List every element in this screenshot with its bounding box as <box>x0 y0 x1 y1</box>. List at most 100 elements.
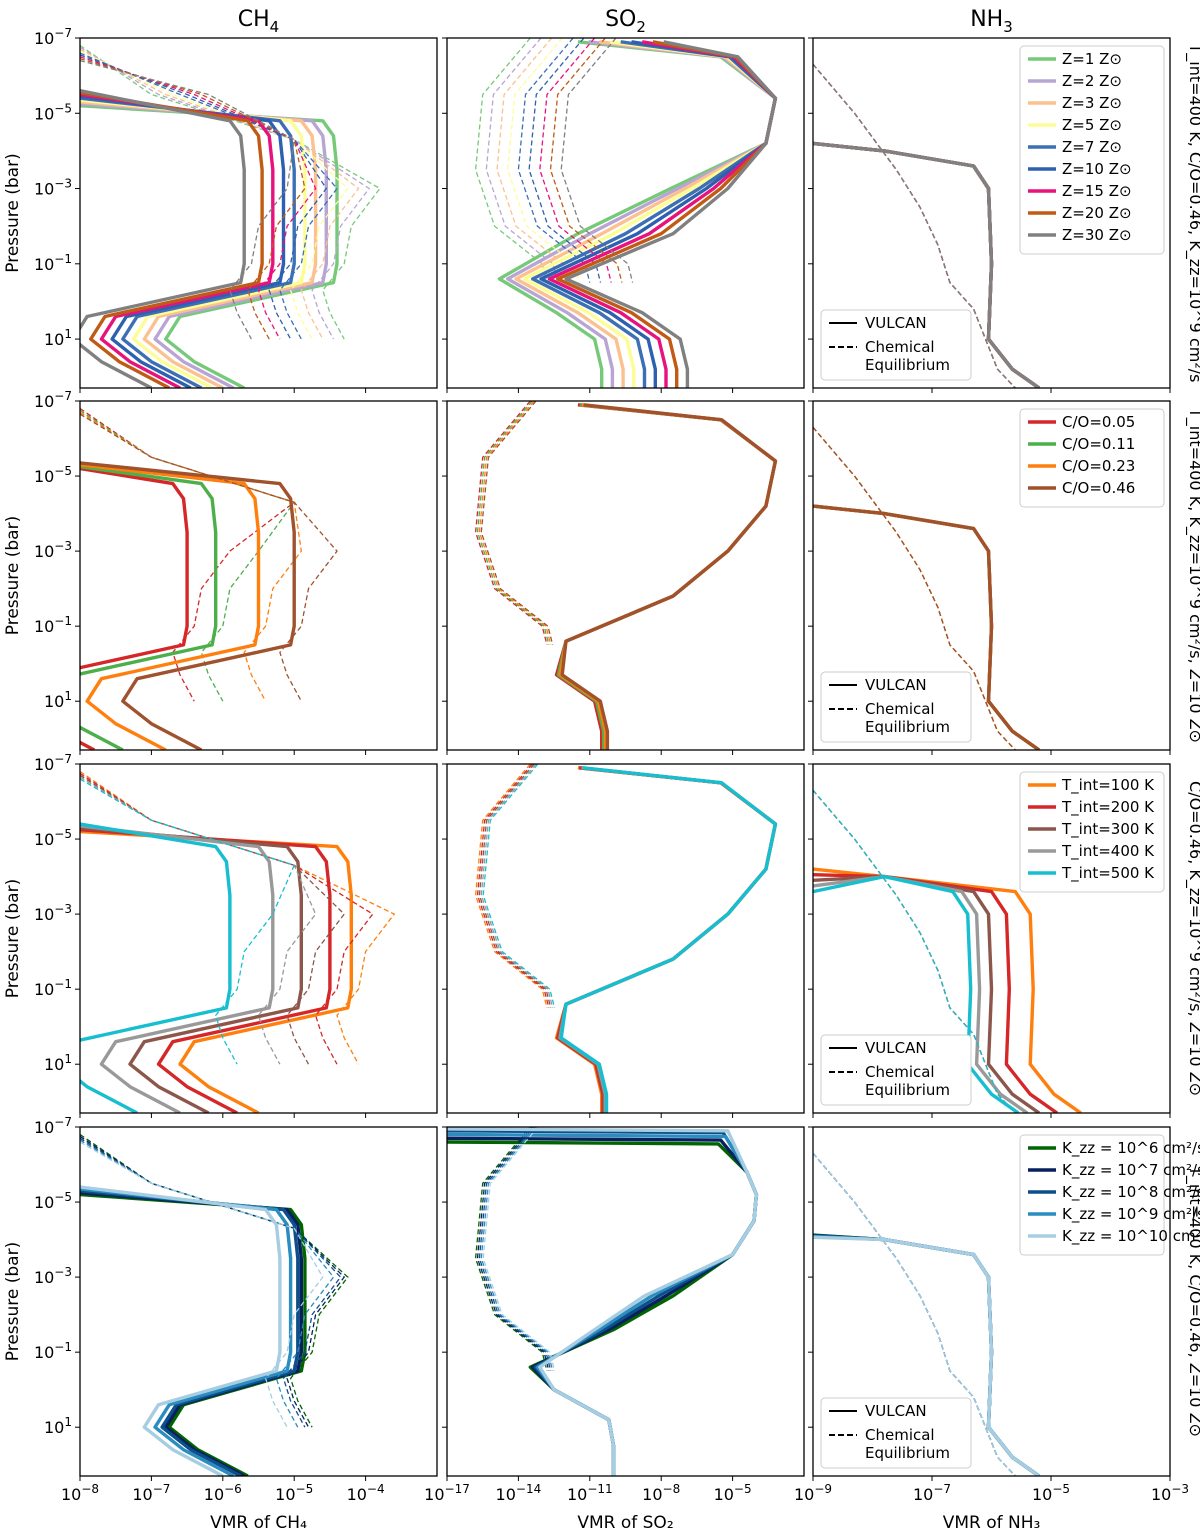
vulcan-line-K_zz = 10^6 cm²/s <box>447 1140 759 1476</box>
eq-line-K_zz = 10^6 cm²/s <box>474 1127 548 1372</box>
panel <box>808 400 1171 755</box>
eq-line-T_int=500 K <box>482 764 556 1009</box>
panel: 10−7 10−5 10−3 10−1 101 10−8 10−7 10−6 10−5 10−4 <box>34 1115 438 1504</box>
eq-line-K_zz = 10^10 cm²/s <box>482 1127 556 1372</box>
series-legend: T_int=100 K T_int=200 K T_int=300 K T_int=4… <box>1019 771 1165 893</box>
x-tick-label: 10−11 <box>567 1482 613 1504</box>
vulcan-line-Z=3 Z⊙ <box>80 100 318 388</box>
eq-line-Z=30 Z⊙ <box>560 38 634 283</box>
legend-entry: T_int=100 K <box>1061 776 1155 795</box>
vulcan-line-C/O=0.46 <box>813 504 1041 750</box>
y-tick-label: 10−1 <box>34 614 72 636</box>
style-legend-label: Chemical <box>865 1426 935 1444</box>
legend-entry: K_zz = 10^9 cm²/s <box>1062 1205 1200 1224</box>
panel <box>808 763 1171 1118</box>
legend-entry: C/O=0.46 <box>1062 479 1135 497</box>
x-tick-label: 10−9 <box>794 1482 832 1504</box>
eq-line-Z=30 Z⊙ <box>813 63 1016 388</box>
eq-line-K_zz = 10^8 cm²/s <box>478 1127 552 1372</box>
style-legend-label: VULCAN <box>865 1039 927 1057</box>
eq-line-Z=5 Z⊙ <box>80 50 349 340</box>
y-axis-label: Pressure (bar) <box>3 516 23 635</box>
axes-frame <box>79 37 438 389</box>
eq-line-T_int=400 K <box>480 764 554 1009</box>
x-tick-label: 10−17 <box>424 1482 470 1504</box>
x-tick-label: 10−3 <box>1151 1482 1189 1504</box>
eq-line-T_int=500 K <box>813 789 1016 1113</box>
series-group <box>813 63 1041 388</box>
vulcan-line-Z=30 Z⊙ <box>564 40 778 388</box>
legend-box <box>1019 1134 1165 1256</box>
vulcan-line-C/O=0.05 <box>80 466 189 750</box>
legend-entry: Z=15 Z⊙ <box>1062 182 1132 200</box>
series-group <box>813 789 1082 1113</box>
vulcan-line-Z=7 Z⊙ <box>80 96 296 388</box>
axes-frame <box>446 400 805 751</box>
axes-frame <box>446 763 805 1114</box>
panel <box>808 37 1171 393</box>
vulcan-line-Z=20 Z⊙ <box>80 90 264 388</box>
y-tick-label: 101 <box>44 327 72 349</box>
style-legend-label: Equilibrium <box>865 356 950 374</box>
vulcan-line-K_zz = 10^10 cm²/s <box>813 1235 1041 1476</box>
y-tick-label: 10−7 <box>34 752 72 774</box>
eq-line-Z=2 Z⊙ <box>485 38 559 283</box>
style-legend-label: Chemical <box>865 338 935 356</box>
vulcan-line-Z=1 Z⊙ <box>80 104 339 388</box>
vulcan-line-C/O=0.46 <box>560 403 778 750</box>
series-group <box>80 407 338 750</box>
y-tick-label: 101 <box>44 1415 72 1437</box>
style-legend-label: VULCAN <box>865 676 927 694</box>
eq-line-C/O=0.46 <box>813 426 1016 750</box>
legend-entry: Z=20 Z⊙ <box>1062 204 1132 222</box>
eq-line-K_zz = 10^10 cm²/s <box>80 1141 324 1428</box>
eq-line-Z=3 Z⊙ <box>80 48 360 340</box>
legend-entry: T_int=300 K <box>1061 820 1155 839</box>
eq-line-Z=1 Z⊙ <box>80 44 381 340</box>
vulcan-line-K_zz = 10^9 cm²/s <box>80 1187 293 1476</box>
vulcan-line-T_int=300 K <box>80 826 303 1113</box>
row-label: C/O=0.46, K_zz=10^9 cm²/s, Z=10 Z⊙ <box>1185 781 1200 1096</box>
y-tick-label: 10−5 <box>34 101 72 123</box>
y-axis-label: Pressure (bar) <box>3 879 23 998</box>
series-group <box>80 44 381 388</box>
eq-line-T_int=200 K <box>476 764 550 1009</box>
legend-entry: T_int=400 K <box>1061 842 1155 861</box>
vulcan-line-Z=15 Z⊙ <box>80 92 275 388</box>
x-tick-label: 10−6 <box>204 1482 242 1504</box>
vulcan-line-K_zz = 10^7 cm²/s <box>80 1191 303 1476</box>
axes-frame <box>812 400 1171 751</box>
eq-line-C/O=0.11 <box>476 401 550 646</box>
eq-line-K_zz = 10^7 cm²/s <box>476 1127 550 1372</box>
axes-frame <box>79 1126 438 1477</box>
row-label: T_int=400 K, C/O=0.46, K_zz=10^9 cm²/s <box>1185 43 1200 383</box>
vulcan-line-T_int=500 K <box>813 874 1020 1113</box>
series-group <box>474 38 778 388</box>
legend-entry: K_zz = 10^10 cm²/s <box>1062 1227 1200 1246</box>
axes-frame <box>812 37 1171 389</box>
series-group <box>813 1152 1041 1476</box>
panel-grid: CH4 SO2 NH3 T_int=400 K, C/O=0.46, K_zz=10^… <box>3 7 1200 1533</box>
eq-line-Z=10 Z⊙ <box>80 54 328 340</box>
legend-entry: T_int=200 K <box>1061 798 1155 817</box>
legend-entry: Z=10 Z⊙ <box>1062 160 1132 178</box>
vulcan-line-Z=5 Z⊙ <box>80 98 307 388</box>
style-legend-box <box>820 1034 972 1106</box>
eq-line-K_zz = 10^9 cm²/s <box>80 1139 335 1428</box>
y-tick-label: 101 <box>44 689 72 711</box>
eq-line-Z=15 Z⊙ <box>80 56 317 340</box>
row-label: T_int=400 K, C/O=0.46, Z=10 Z⊙ <box>1185 1165 1200 1437</box>
x-tick-label: 10−8 <box>642 1482 680 1504</box>
column-title: CH4 <box>238 7 279 36</box>
legend-entry: Z=30 Z⊙ <box>1062 226 1132 244</box>
axes-frame <box>446 37 805 389</box>
x-tick-label: 10−8 <box>61 1482 99 1504</box>
vulcan-line-C/O=0.46 <box>80 461 296 750</box>
legend-box <box>1019 771 1165 893</box>
vulcan-line-K_zz = 10^8 cm²/s <box>447 1129 759 1476</box>
eq-line-C/O=0.05 <box>80 407 296 702</box>
axes-frame <box>446 1126 805 1477</box>
